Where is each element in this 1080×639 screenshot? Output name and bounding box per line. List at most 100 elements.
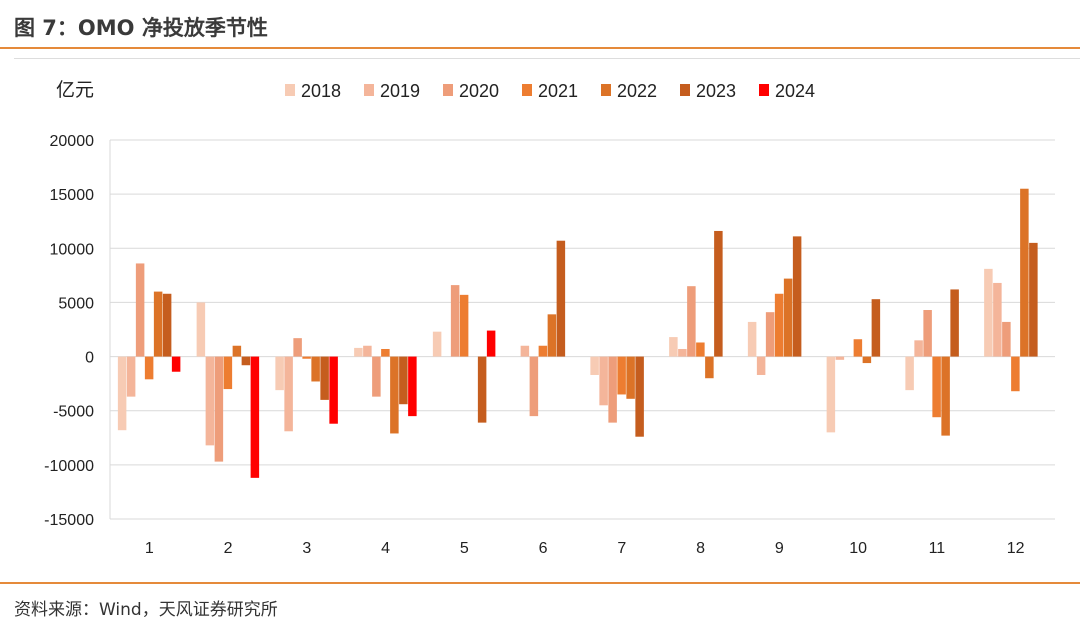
- gridlines: [110, 139, 1055, 520]
- legend-label-2021: 2021: [538, 81, 578, 101]
- bar-2024-4: [408, 356, 417, 417]
- bar-2023-10: [871, 299, 881, 357]
- x-tick-label: 4: [381, 540, 390, 557]
- bar-2024-2: [250, 356, 260, 478]
- bar-2021-12: [1011, 356, 1020, 392]
- bar-2024-3: [329, 356, 338, 424]
- bar-2019-11: [914, 340, 923, 357]
- legend-label-2024: 2024: [775, 81, 815, 101]
- bar-2018-3: [275, 356, 284, 391]
- chart: 亿元 20000 15000 10000 5000 0 -5000 -10000 -15000…: [44, 79, 1055, 557]
- x-tick-label: 8: [696, 540, 705, 557]
- y-tick-label: -15000: [44, 512, 94, 529]
- x-tick-label: 9: [775, 540, 784, 557]
- bar-2018-8: [669, 337, 678, 357]
- legend-swatch-2023: [680, 84, 690, 96]
- bar-2022-2: [232, 345, 242, 357]
- bar-2018-1: [117, 356, 127, 431]
- source-note: 资料来源：Wind，天风证券研究所: [14, 600, 278, 620]
- bar-2021-4: [381, 348, 390, 357]
- bars: [117, 188, 1038, 478]
- y-tick-label: 0: [85, 350, 94, 367]
- bar-2020-7: [608, 356, 617, 423]
- bar-2019-1: [126, 356, 136, 397]
- bar-2020-3: [293, 338, 302, 357]
- x-tick-label: 7: [617, 540, 626, 557]
- y-axis-label: 亿元: [56, 79, 94, 101]
- bar-2020-11: [923, 310, 932, 357]
- legend-label-2020: 2020: [459, 81, 499, 101]
- bar-2023-7: [635, 356, 644, 437]
- bar-2023-5: [477, 356, 487, 423]
- bar-2020-8: [687, 286, 696, 357]
- bottom-rule: [0, 582, 1080, 584]
- x-tick-label: 1: [145, 540, 154, 557]
- y-tick-label: 20000: [50, 133, 95, 150]
- y-tick-label: 15000: [50, 187, 95, 204]
- x-tick-label: 6: [539, 540, 548, 557]
- legend-label-2018: 2018: [301, 81, 341, 101]
- bar-2018-5: [432, 331, 442, 357]
- bar-2022-10: [862, 356, 872, 364]
- x-tick-label: 10: [849, 540, 867, 557]
- legend-swatch-2024: [759, 84, 769, 96]
- bar-2023-9: [792, 236, 802, 357]
- bar-2022-1: [153, 291, 163, 357]
- bar-2018-9: [747, 321, 757, 357]
- legend-label-2023: 2023: [696, 81, 736, 101]
- bar-2021-3: [302, 356, 311, 359]
- bar-2023-3: [320, 356, 329, 400]
- bar-2021-6: [538, 345, 548, 357]
- legend-swatch-2021: [522, 84, 532, 96]
- bar-2022-8: [705, 356, 714, 379]
- bar-2023-6: [556, 240, 566, 357]
- bar-2023-12: [1029, 242, 1038, 357]
- bar-2018-10: [826, 356, 836, 433]
- legend-swatch-2020: [443, 84, 453, 96]
- x-tick-label: 11: [929, 540, 946, 557]
- bar-2019-3: [284, 356, 293, 432]
- bar-2024-5: [486, 330, 496, 357]
- bar-2019-6: [520, 345, 530, 357]
- legend-swatch-2018: [285, 84, 295, 96]
- bar-2021-10: [853, 339, 863, 357]
- y-tick-label: -5000: [53, 404, 94, 421]
- bar-2022-11: [941, 356, 950, 436]
- bar-2018-7: [590, 356, 599, 375]
- x-tick-label: 2: [224, 540, 233, 557]
- bar-2020-2: [214, 356, 224, 462]
- bar-2021-5: [459, 294, 469, 357]
- bar-2018-12: [984, 268, 993, 357]
- legend-swatch-2022: [601, 84, 611, 96]
- legend: 2018 2019 2020 2021 2022 2023 2024: [285, 81, 815, 101]
- bar-2022-3: [311, 356, 320, 382]
- bar-2024-1: [171, 356, 181, 372]
- thin-rule: [14, 58, 1080, 59]
- bar-2022-9: [783, 278, 793, 357]
- bar-2022-12: [1020, 188, 1029, 357]
- legend-swatch-2019: [364, 84, 374, 96]
- bar-2020-12: [1002, 321, 1011, 357]
- bar-2019-8: [678, 348, 687, 357]
- bar-2021-1: [144, 356, 154, 380]
- y-tick-label: 10000: [50, 241, 95, 258]
- y-tick-label: 5000: [58, 295, 94, 312]
- bar-2023-8: [714, 230, 723, 357]
- bar-2023-4: [399, 356, 408, 405]
- bar-2023-1: [162, 293, 172, 357]
- x-tick-label: 5: [460, 540, 469, 557]
- bar-2018-4: [354, 347, 363, 357]
- bar-2019-7: [599, 356, 608, 406]
- bar-2022-7: [626, 356, 635, 399]
- x-tick-label: 3: [302, 540, 311, 557]
- bar-2019-9: [756, 356, 766, 375]
- bar-2023-2: [241, 356, 251, 366]
- bar-2022-4: [390, 356, 399, 434]
- x-tick-label: 12: [1007, 540, 1025, 557]
- legend-label-2022: 2022: [617, 81, 657, 101]
- y-tick-label: -10000: [44, 458, 94, 475]
- bar-2021-9: [774, 293, 784, 357]
- bar-2021-8: [696, 342, 705, 357]
- bar-2021-7: [617, 356, 626, 395]
- bar-2020-9: [765, 312, 775, 357]
